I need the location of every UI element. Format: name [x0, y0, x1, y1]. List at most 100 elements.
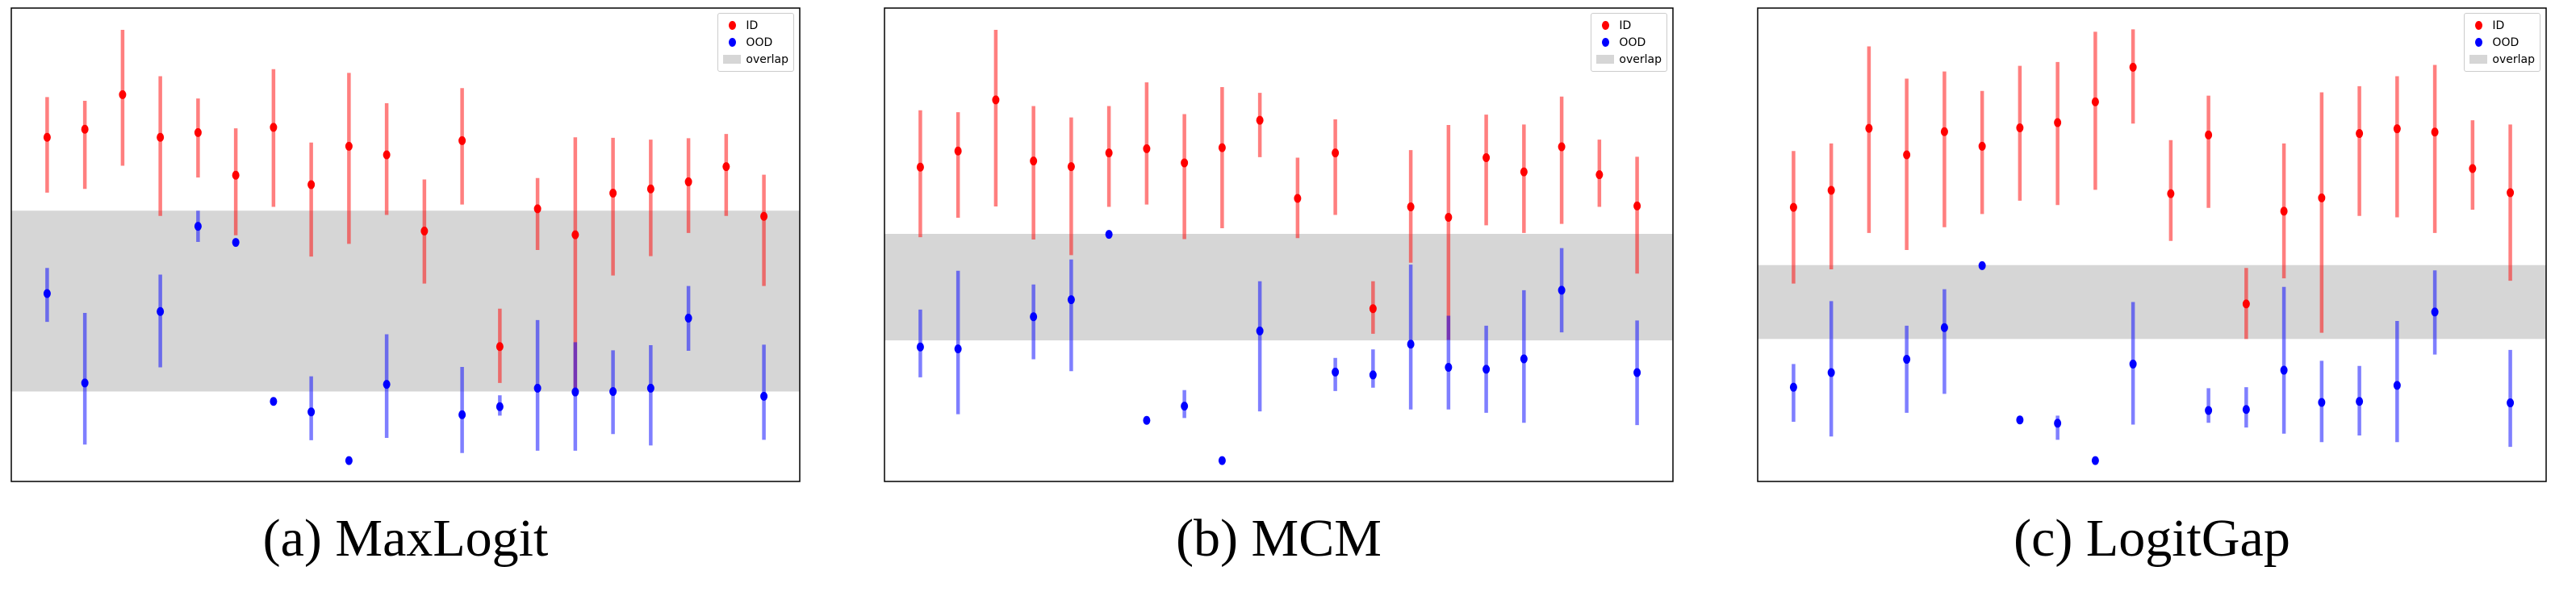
ood-mean-point: [345, 456, 353, 465]
ood-mean-point: [609, 386, 617, 396]
id-mean-point: [194, 127, 202, 137]
gray-patch-icon: [1596, 55, 1615, 64]
id-mean-point: [81, 124, 89, 134]
id-mean-point: [684, 177, 692, 186]
legend-label: ID: [746, 19, 759, 32]
ood-mean-point: [2318, 398, 2326, 407]
ood-mean-point: [270, 397, 278, 406]
id-mean-point: [1558, 142, 1566, 152]
legend-entry-ood: OOD: [1596, 34, 1662, 51]
ood-mean-point: [2393, 381, 2401, 390]
caption-b: (b) MCM: [1176, 509, 1382, 568]
blue-dot-icon: [728, 38, 736, 47]
id-mean-point: [2431, 127, 2439, 137]
id-mean-point: [1332, 148, 1340, 158]
id-mean-point: [1903, 150, 1911, 160]
panel-logitgap: ID OOD overlap: [1757, 7, 2547, 482]
id-mean-point: [2054, 118, 2062, 127]
id-mean-point: [1633, 201, 1641, 210]
id-mean-point: [157, 132, 165, 142]
red-dot-icon: [2474, 21, 2482, 30]
caption-a: (a) MaxLogit: [262, 509, 549, 568]
legend-entry-overlap: overlap: [723, 51, 788, 68]
ood-mean-point: [1143, 415, 1151, 425]
legend-entry-id: ID: [2469, 17, 2535, 34]
ood-mean-point: [458, 410, 466, 419]
ood-mean-point: [1978, 260, 1986, 270]
red-dot-icon: [1601, 21, 1609, 30]
ood-mean-point: [916, 342, 924, 352]
ood-mean-point: [43, 289, 51, 298]
id-mean-point: [43, 132, 51, 142]
id-mean-point: [1978, 141, 1986, 151]
ood-mean-point: [1105, 230, 1113, 240]
ood-mean-point: [1030, 312, 1038, 322]
legend: ID OOD overlap: [717, 13, 794, 72]
ood-mean-point: [1332, 367, 1340, 377]
overlap-band: [11, 210, 800, 392]
legend-entry-overlap: overlap: [1596, 51, 1662, 68]
id-mean-point: [1407, 202, 1415, 212]
id-mean-point: [2318, 193, 2326, 202]
id-mean-point: [1143, 144, 1151, 153]
panel-mcm: ID OOD overlap: [884, 7, 1674, 482]
id-mean-point: [2205, 130, 2213, 140]
id-mean-point: [2280, 206, 2288, 216]
legend-entry-id: ID: [1596, 17, 1662, 34]
id-mean-point: [1520, 167, 1528, 177]
id-mean-point: [1030, 156, 1038, 166]
id-mean-point: [760, 211, 768, 221]
ood-mean-point: [2054, 419, 2062, 428]
ood-mean-point: [383, 380, 391, 390]
axes-frame: [10, 7, 801, 482]
ood-mean-point: [1827, 368, 1835, 377]
id-mean-point: [383, 150, 391, 160]
id-mean-point: [1482, 152, 1491, 162]
ood-mean-point: [760, 391, 768, 401]
ood-mean-point: [571, 387, 579, 397]
ood-mean-point: [2091, 456, 2099, 465]
id-mean-point: [2091, 97, 2099, 106]
id-mean-point: [533, 204, 542, 214]
legend-label: OOD: [1619, 35, 1646, 49]
blue-dot-icon: [1601, 38, 1609, 47]
gray-patch-icon: [2469, 55, 2488, 64]
ood-mean-point: [194, 222, 202, 231]
ood-mean-point: [1218, 456, 1226, 465]
id-mean-point: [232, 170, 240, 180]
ood-mean-point: [1903, 355, 1911, 365]
ood-mean-point: [684, 313, 692, 323]
id-mean-point: [1105, 148, 1113, 158]
id-mean-point: [1865, 123, 1873, 133]
id-mean-point: [2016, 123, 2024, 133]
overlap-band: [884, 233, 1673, 341]
legend-label: OOD: [746, 35, 773, 49]
ood-mean-point: [533, 383, 542, 393]
legend-entry-id: ID: [723, 17, 788, 34]
id-mean-point: [916, 162, 924, 172]
legend-entry-ood: OOD: [723, 34, 788, 51]
id-mean-point: [1181, 158, 1189, 168]
legend: ID OOD overlap: [1591, 13, 1667, 72]
ood-mean-point: [2356, 397, 2364, 406]
id-mean-point: [2129, 62, 2137, 72]
id-mean-point: [270, 123, 278, 132]
id-mean-point: [722, 162, 730, 172]
ood-mean-point: [2016, 415, 2024, 425]
id-mean-point: [345, 141, 353, 151]
id-mean-point: [2242, 299, 2250, 309]
ood-mean-point: [2431, 307, 2439, 317]
ood-mean-point: [1445, 363, 1453, 373]
legend: ID OOD overlap: [2464, 13, 2540, 72]
id-mean-point: [992, 95, 1000, 105]
ood-mean-point: [1181, 402, 1189, 411]
ood-mean-point: [1067, 295, 1075, 305]
id-mean-point: [1218, 143, 1226, 152]
errorbar-plot: [10, 7, 801, 482]
ood-mean-point: [496, 402, 504, 411]
id-mean-point: [2356, 129, 2364, 139]
axes-frame: [884, 7, 1674, 482]
id-mean-point: [2167, 189, 2175, 198]
id-mean-point: [1067, 162, 1075, 172]
ood-mean-point: [954, 344, 962, 354]
